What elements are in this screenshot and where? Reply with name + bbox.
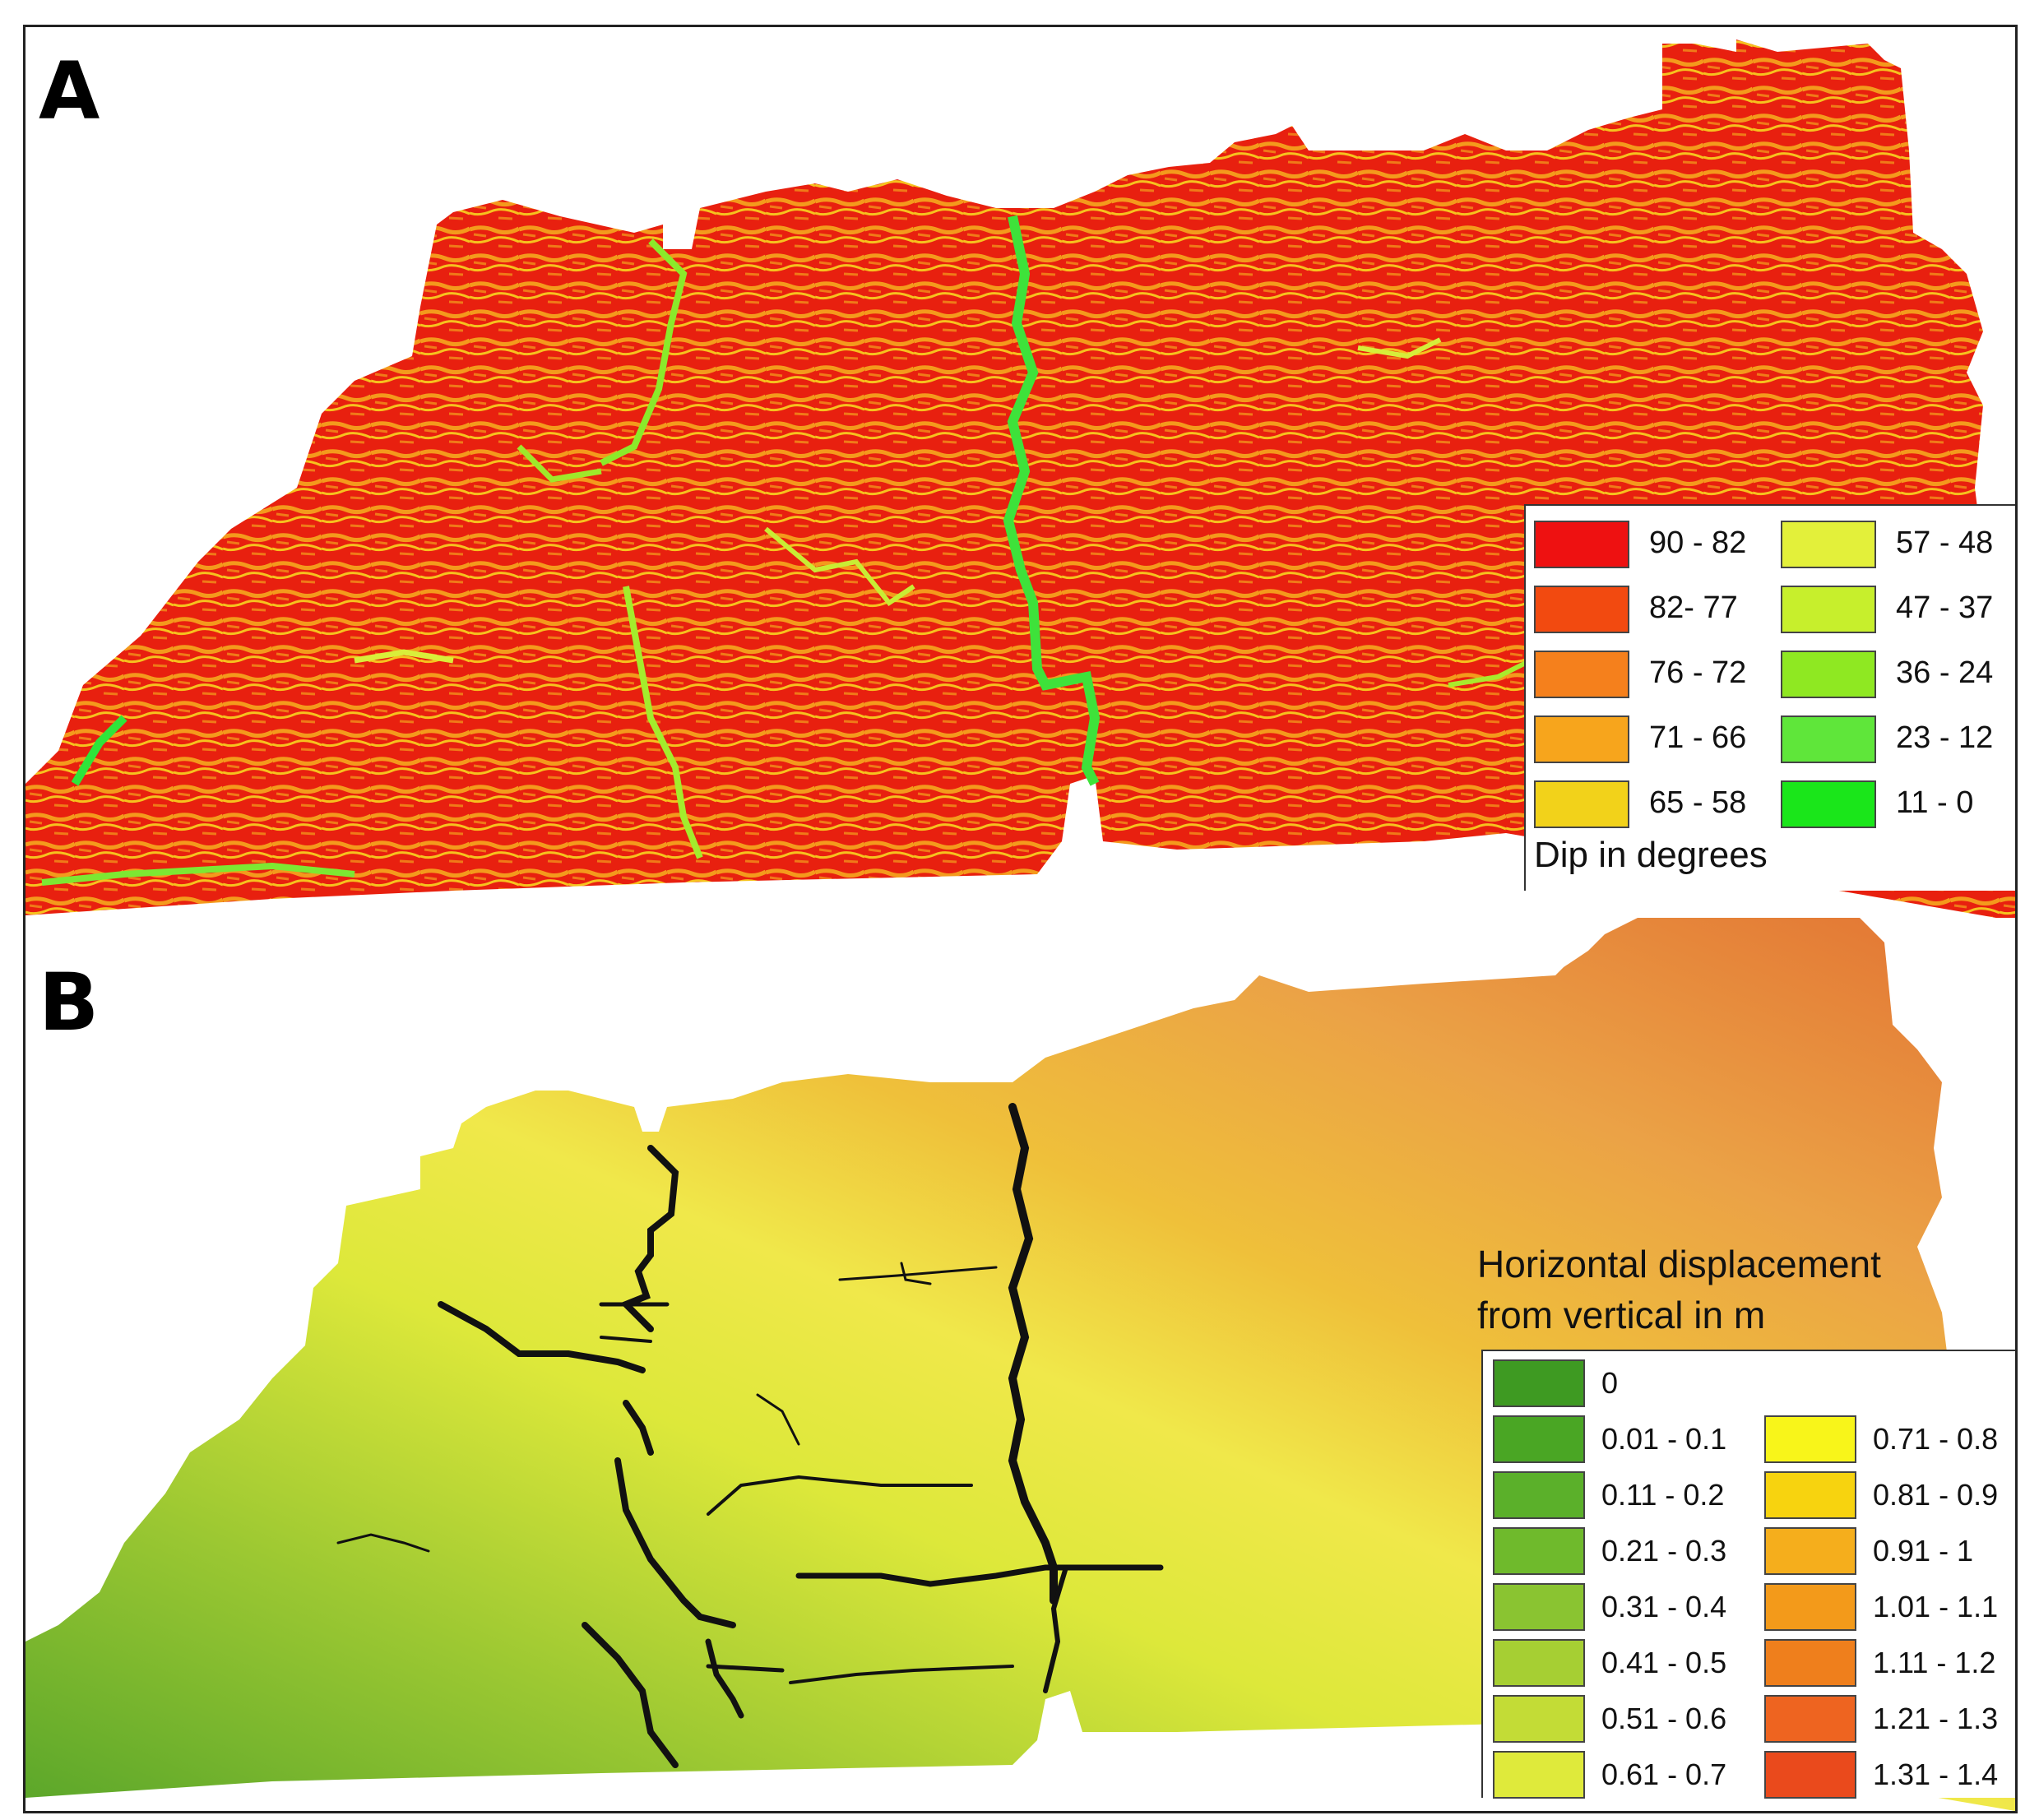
legend-label: 0.01 - 0.1 [1601, 1422, 1727, 1456]
fracture-trace [706, 1664, 785, 1673]
legend-label: 0.61 - 0.7 [1601, 1757, 1727, 1791]
legend-label: 57 - 48 [1896, 526, 1994, 560]
legend-label: 47 - 37 [1896, 590, 1994, 625]
legend-swatch [1534, 521, 1629, 568]
fracture-trace [838, 1266, 998, 1281]
legend-label: 0 [1601, 1366, 1619, 1400]
fracture-yellow [354, 649, 454, 664]
legend-swatch [1493, 1751, 1585, 1799]
fracture-yellow [1448, 658, 1532, 688]
legend-swatch [1493, 1415, 1585, 1463]
legend-swatch [1764, 1751, 1856, 1799]
legend-swatch [1781, 521, 1876, 568]
displacement-legend-title: Horizontal displacement from vertical in… [1477, 1239, 1881, 1341]
fracture-green [71, 715, 127, 786]
legend-swatch [1493, 1527, 1585, 1575]
legend-label: 0.21 - 0.3 [1601, 1534, 1727, 1568]
legend-swatch [1781, 586, 1876, 633]
fracture-trace [900, 1262, 932, 1285]
dip-legend: 90 - 82 82- 77 76 - 72 71 - 66 65 - 58 57 - 4… [1524, 504, 2015, 891]
fracture-green [41, 862, 355, 886]
dip-map-raster [25, 39, 2015, 919]
legend-label: 1.11 - 1.2 [1873, 1646, 1996, 1679]
fracture-trace [705, 1638, 744, 1719]
fracture-yellow [623, 586, 703, 859]
outcrop-lower-boundary [25, 776, 2001, 919]
fracture-yellow [1357, 337, 1442, 359]
fracture-trace [619, 1145, 679, 1332]
legend-swatch [1534, 586, 1629, 633]
fracture-traces [336, 1103, 1164, 1768]
legend-swatch [1764, 1639, 1856, 1687]
fracture-trace [582, 1622, 679, 1768]
fracture-trace [438, 1301, 646, 1373]
legend-swatch [1764, 1695, 1856, 1743]
panel-b-displacement-map: B Horizontal displacement from vertical … [23, 918, 2018, 1813]
legend-label: 0.51 - 0.6 [1601, 1702, 1727, 1735]
legend-label: 0.91 - 1 [1873, 1534, 1974, 1568]
fracture-green [1003, 215, 1101, 786]
legend-label: 0.81 - 0.9 [1873, 1478, 1999, 1512]
legend-label: 1.21 - 1.3 [1873, 1702, 1999, 1735]
legend-swatch [1493, 1583, 1585, 1631]
fracture-trace [756, 1393, 800, 1446]
displacement-legend-title-line2: from vertical in m [1477, 1294, 1766, 1336]
legend-label: 11 - 0 [1896, 785, 1974, 820]
legend-swatch [1534, 780, 1629, 828]
legend-label: 0.11 - 0.2 [1601, 1478, 1725, 1512]
displacement-legend-title-line1: Horizontal displacement [1477, 1243, 1881, 1285]
legend-label: 36 - 24 [1896, 655, 1994, 690]
fracture-trace [789, 1665, 1014, 1684]
panel-a-label: A [39, 45, 100, 137]
legend-swatch [1534, 651, 1629, 698]
legend-label: 23 - 12 [1896, 720, 1994, 755]
legend-swatch [1534, 715, 1629, 763]
legend-label: 65 - 58 [1649, 785, 1747, 820]
legend-label: 0.31 - 0.4 [1601, 1590, 1727, 1623]
legend-label: 0.71 - 0.8 [1873, 1422, 1999, 1456]
panel-a-dip-map: A 90 - 82 82- 77 76 - 72 71 - 66 65 - 58 57 -… [23, 25, 2018, 921]
legend-label: 1.31 - 1.4 [1873, 1757, 1999, 1791]
fracture-trace [1043, 1565, 1068, 1693]
legend-label: 0.41 - 0.5 [1601, 1646, 1727, 1679]
panel-b-label: B [39, 956, 100, 1049]
fracture-trace [600, 1336, 652, 1343]
legend-label: 76 - 72 [1649, 655, 1747, 690]
legend-swatch [1764, 1527, 1856, 1575]
fracture-trace [336, 1533, 430, 1553]
legend-swatch [1493, 1639, 1585, 1687]
displacement-legend: 0 0.01 - 0.1 0.11 - 0.2 0.21 - 0.3 0.31 - 0.… [1481, 1350, 2015, 1799]
legend-swatch [1493, 1471, 1585, 1519]
fracture-yellow [764, 526, 915, 607]
fracture-trace [623, 1400, 654, 1456]
legend-swatch [1781, 715, 1876, 763]
fracture-yellow [517, 444, 602, 483]
legend-label: 82- 77 [1649, 590, 1738, 625]
legend-swatch [1781, 651, 1876, 698]
legend-swatch [1764, 1471, 1856, 1519]
fracture-trace [707, 1475, 973, 1516]
fracture-trace [795, 1564, 1164, 1587]
fracture-trace [1008, 1103, 1058, 1605]
fracture-trace [614, 1457, 736, 1628]
dip-legend-title: Dip in degrees [1534, 835, 1768, 875]
legend-label: 90 - 82 [1649, 526, 1747, 560]
legend-label: 71 - 66 [1649, 720, 1747, 755]
fracture-yellow [600, 238, 688, 466]
legend-swatch [1764, 1583, 1856, 1631]
legend-swatch [1493, 1359, 1585, 1407]
legend-swatch [1781, 780, 1876, 828]
legend-swatch [1493, 1695, 1585, 1743]
legend-label: 1.01 - 1.1 [1873, 1590, 1999, 1623]
legend-swatch [1764, 1415, 1856, 1463]
